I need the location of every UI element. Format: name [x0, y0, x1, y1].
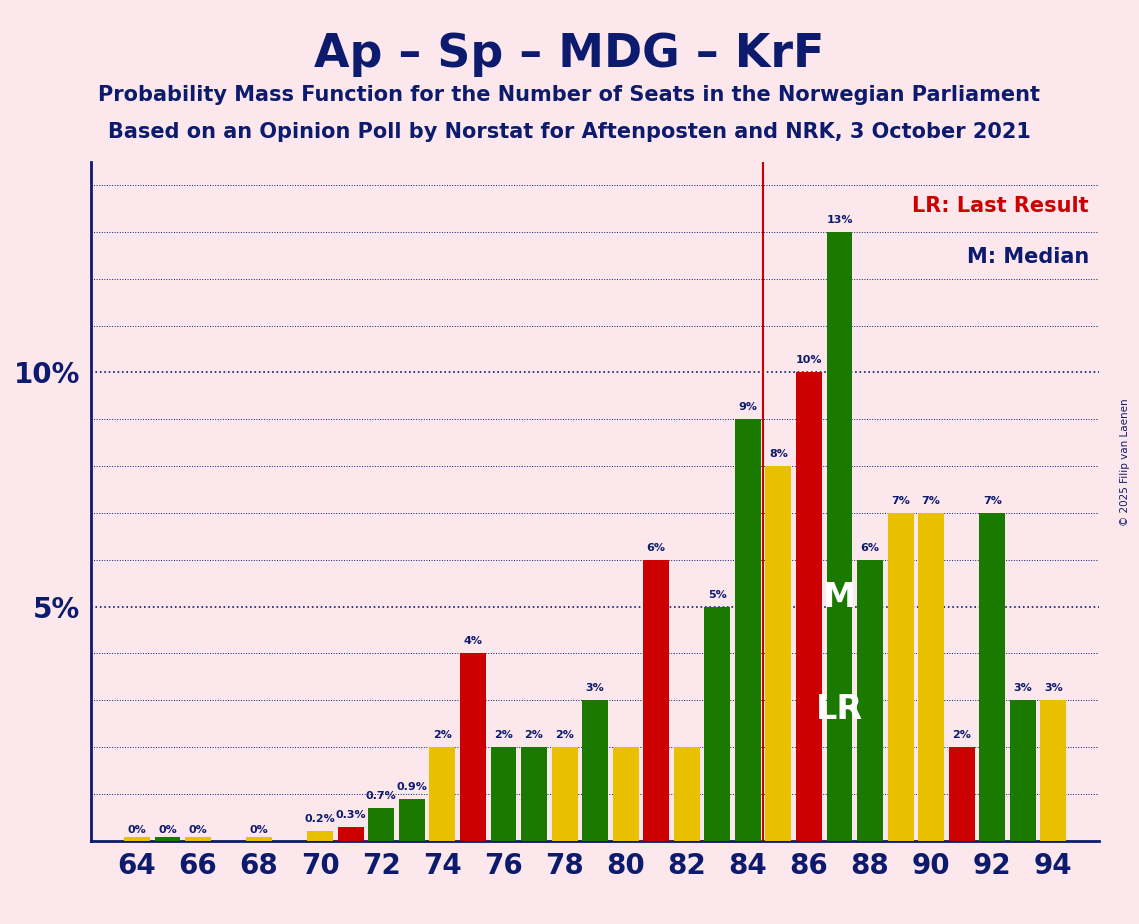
Bar [765, 466, 792, 841]
Text: 3%: 3% [585, 684, 605, 693]
Text: Ap – Sp – MDG – KrF: Ap – Sp – MDG – KrF [314, 32, 825, 78]
Bar [1010, 700, 1035, 841]
Bar [613, 748, 639, 841]
Text: 0%: 0% [189, 825, 207, 835]
Text: 9%: 9% [738, 402, 757, 412]
Text: 2%: 2% [952, 730, 972, 740]
Text: 0%: 0% [249, 825, 269, 835]
Bar [491, 748, 516, 841]
Bar [521, 748, 547, 841]
Text: LR: LR [816, 693, 863, 726]
Bar [399, 798, 425, 841]
Bar [918, 513, 944, 841]
Text: 8%: 8% [769, 449, 788, 459]
Bar [644, 560, 670, 841]
Text: 4%: 4% [464, 637, 483, 647]
Text: 7%: 7% [921, 496, 941, 506]
Bar [368, 808, 394, 841]
Text: 2%: 2% [494, 730, 513, 740]
Text: 10%: 10% [796, 356, 822, 365]
Bar [980, 513, 1006, 841]
Text: Probability Mass Function for the Number of Seats in the Norwegian Parliament: Probability Mass Function for the Number… [98, 85, 1041, 105]
Bar [674, 748, 699, 841]
Bar [155, 837, 180, 841]
Bar [827, 232, 852, 841]
Text: 2%: 2% [555, 730, 574, 740]
Text: 7%: 7% [983, 496, 1001, 506]
Bar [735, 419, 761, 841]
Bar [308, 832, 334, 841]
Text: © 2025 Filip van Laenen: © 2025 Filip van Laenen [1121, 398, 1130, 526]
Text: LR: Last Result: LR: Last Result [912, 196, 1089, 215]
Text: M: M [822, 581, 857, 614]
Bar [429, 748, 456, 841]
Text: 3%: 3% [1014, 684, 1032, 693]
Bar [796, 372, 822, 841]
Text: 13%: 13% [826, 215, 853, 225]
Text: Based on an Opinion Poll by Norstat for Aftenposten and NRK, 3 October 2021: Based on an Opinion Poll by Norstat for … [108, 122, 1031, 142]
Text: M: Median: M: Median [967, 247, 1089, 267]
Bar [582, 700, 608, 841]
Bar [949, 748, 975, 841]
Bar [185, 837, 211, 841]
Bar [338, 827, 363, 841]
Text: 0.9%: 0.9% [396, 782, 427, 792]
Bar [704, 607, 730, 841]
Text: 6%: 6% [861, 542, 879, 553]
Text: 2%: 2% [525, 730, 543, 740]
Bar [460, 653, 486, 841]
Text: 3%: 3% [1044, 684, 1063, 693]
Text: 5%: 5% [708, 590, 727, 600]
Text: 0.3%: 0.3% [336, 809, 366, 820]
Bar [887, 513, 913, 841]
Bar [1040, 700, 1066, 841]
Bar [857, 560, 883, 841]
Bar [124, 837, 150, 841]
Text: 6%: 6% [647, 542, 665, 553]
Text: 0.7%: 0.7% [366, 791, 396, 801]
Text: 0%: 0% [128, 825, 146, 835]
Text: 7%: 7% [891, 496, 910, 506]
Bar [551, 748, 577, 841]
Bar [246, 837, 272, 841]
Text: 2%: 2% [433, 730, 452, 740]
Text: 0.2%: 0.2% [305, 814, 336, 824]
Text: 0%: 0% [158, 825, 177, 835]
